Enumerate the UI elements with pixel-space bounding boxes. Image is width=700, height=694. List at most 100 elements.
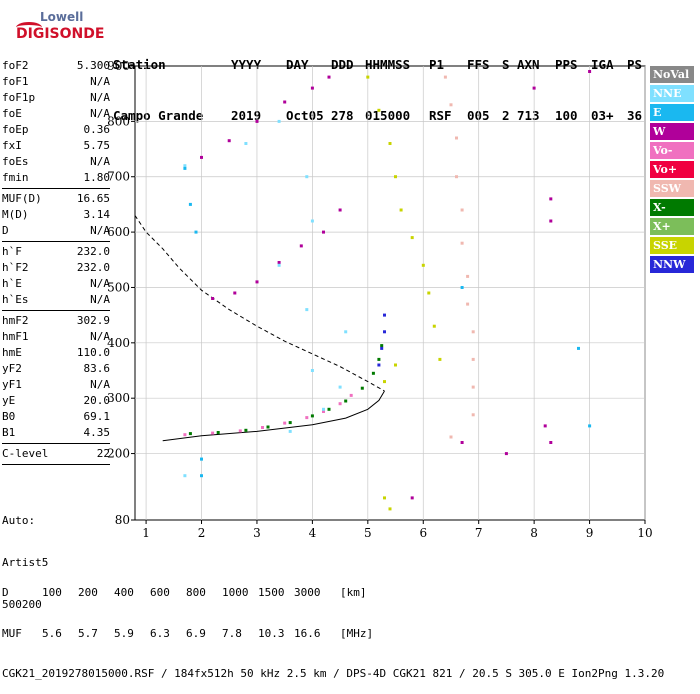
header-label-10: IGA bbox=[591, 57, 614, 72]
legend-item-ssw: SSW bbox=[650, 180, 694, 197]
param-value: 20.0 bbox=[83, 394, 111, 407]
param-row: C-level 22 bbox=[2, 446, 110, 462]
legend-item-x-: X- bbox=[650, 199, 694, 216]
muf_row-cell: 7.8 bbox=[222, 626, 242, 640]
param-name: fmin bbox=[2, 171, 29, 184]
legend-item-vo-: Vo- bbox=[650, 142, 694, 159]
logo-swoosh-icon bbox=[16, 22, 42, 33]
echo-point-w bbox=[322, 230, 325, 234]
param-name: yF1 bbox=[2, 378, 22, 391]
param-row: h`Es N/A bbox=[2, 292, 110, 308]
param-value: N/A bbox=[90, 155, 110, 168]
echo-point-w bbox=[200, 155, 203, 159]
logo-line1: Lowell bbox=[40, 10, 84, 24]
echo-point-w bbox=[338, 208, 342, 212]
muf_row-cell: 5.7 bbox=[78, 626, 98, 640]
echo-point-sse bbox=[383, 380, 386, 384]
echo-point-nnw bbox=[383, 313, 386, 317]
logo-line2: DIGISONDE bbox=[16, 26, 105, 42]
echo-point-nne bbox=[344, 330, 348, 334]
x-tick-label: 5 bbox=[364, 526, 372, 540]
param-row: B1 4.35 bbox=[2, 425, 110, 441]
echo-point-nnw bbox=[380, 346, 384, 350]
echo-point-sse bbox=[388, 142, 392, 145]
d_row-cell: 200 bbox=[78, 586, 98, 599]
distance-row: D 100 200 400 600 800 1000 1500 3000 [km] bbox=[2, 586, 664, 600]
echo-point-e bbox=[200, 457, 203, 461]
d_row-cell: 100 bbox=[42, 586, 62, 599]
model-curve-dashed bbox=[134, 215, 385, 392]
param-name: fxI bbox=[2, 139, 22, 152]
echo-point-nne bbox=[305, 308, 309, 312]
echo-point-sse bbox=[410, 236, 414, 240]
polarization-legend: NoVal NNE E W Vo- Vo+ SSW X- X+ SSE NNW bbox=[650, 66, 694, 275]
param-row: h`F 232.0 bbox=[2, 244, 110, 260]
echo-point-vo- bbox=[238, 429, 242, 433]
echo-point-w bbox=[549, 219, 553, 223]
echo-point-w bbox=[233, 291, 237, 295]
echo-point-x- bbox=[188, 432, 192, 436]
header-value-3: 278 bbox=[331, 108, 354, 123]
echo-point-vo- bbox=[349, 393, 353, 397]
param-value: N/A bbox=[90, 75, 110, 88]
header-label-11: PS bbox=[627, 57, 643, 72]
echo-point-ssw bbox=[449, 435, 453, 439]
echo-point-vo- bbox=[305, 416, 309, 420]
param-value: N/A bbox=[90, 330, 110, 343]
header-value-4: 015000 bbox=[365, 108, 411, 123]
echo-point-w bbox=[255, 280, 259, 284]
model-curve-solid bbox=[162, 390, 385, 442]
param-value: 4.35 bbox=[83, 426, 111, 439]
parameter-panel: foF2 5.300 foF1 N/A foF1p N/A foE N/A foEp 0.36 fx… bbox=[2, 58, 110, 467]
y-tick-label: 400 bbox=[107, 336, 130, 350]
digisonde-logo: Lowell DIGISONDE bbox=[14, 8, 114, 50]
d_row-cell: 600 bbox=[150, 586, 170, 599]
param-value: 22 bbox=[96, 447, 110, 460]
echo-point-w bbox=[460, 441, 464, 444]
echo-point-w bbox=[532, 86, 536, 90]
echo-point-ssw bbox=[466, 274, 470, 278]
echo-point-vo- bbox=[322, 410, 325, 413]
echo-point-ssw bbox=[460, 208, 464, 212]
footer-info: D 100 200 400 600 800 1000 1500 3000 [km] MUF 5.6 5… bbox=[2, 559, 664, 694]
echo-point-w bbox=[549, 441, 553, 444]
legend-item-x-: X+ bbox=[650, 218, 694, 235]
legend-item-nne: NNE bbox=[650, 85, 694, 102]
legend-item-nnw: NNW bbox=[650, 256, 694, 273]
param-name: foF1p bbox=[2, 91, 36, 104]
echo-point-x- bbox=[327, 407, 331, 411]
echo-point-nne bbox=[310, 369, 314, 372]
param-value: N/A bbox=[90, 107, 110, 120]
param-separator bbox=[2, 443, 110, 444]
header-label-1: YYYY bbox=[231, 57, 262, 72]
echo-point-x- bbox=[377, 357, 381, 361]
echo-point-nne bbox=[277, 263, 281, 267]
param-name: M(D) bbox=[2, 208, 29, 221]
artist-version: Artist5 bbox=[2, 556, 49, 569]
echo-point-sse bbox=[438, 357, 442, 361]
param-name: hmF2 bbox=[2, 314, 29, 327]
legend-item-sse: SSE bbox=[650, 237, 694, 254]
echo-point-nne bbox=[322, 407, 325, 411]
echo-point-sse bbox=[427, 291, 431, 295]
echo-point-vo- bbox=[261, 426, 264, 429]
echo-point-e bbox=[200, 474, 203, 478]
echo-point-w bbox=[211, 297, 215, 300]
param-name: hmF1 bbox=[2, 330, 29, 343]
y-tick-label: 200 bbox=[107, 447, 130, 461]
x-tick-label: 7 bbox=[475, 526, 483, 540]
legend-item-e: E bbox=[650, 104, 694, 121]
param-row: foEp 0.36 bbox=[2, 122, 110, 138]
param-name: foE bbox=[2, 107, 22, 120]
file-info-line: CGK21_2019278015000.RSF / 184fx512h 50 k… bbox=[2, 667, 665, 680]
param-row: foF1 N/A bbox=[2, 74, 110, 90]
echo-point-vo- bbox=[183, 433, 187, 437]
param-value: 3.14 bbox=[83, 208, 111, 221]
x-tick-label: 2 bbox=[198, 526, 206, 540]
param-row: yE 20.0 bbox=[2, 393, 110, 409]
station-header: Station YYYY DAY DDD HHMMSS P1 FFS S AXN PPS IGA PS… bbox=[113, 22, 642, 141]
echo-point-e bbox=[183, 166, 187, 170]
header-label-9: PPS bbox=[555, 57, 578, 72]
echo-point-w bbox=[504, 452, 508, 456]
echo-point-ssw bbox=[449, 103, 453, 107]
